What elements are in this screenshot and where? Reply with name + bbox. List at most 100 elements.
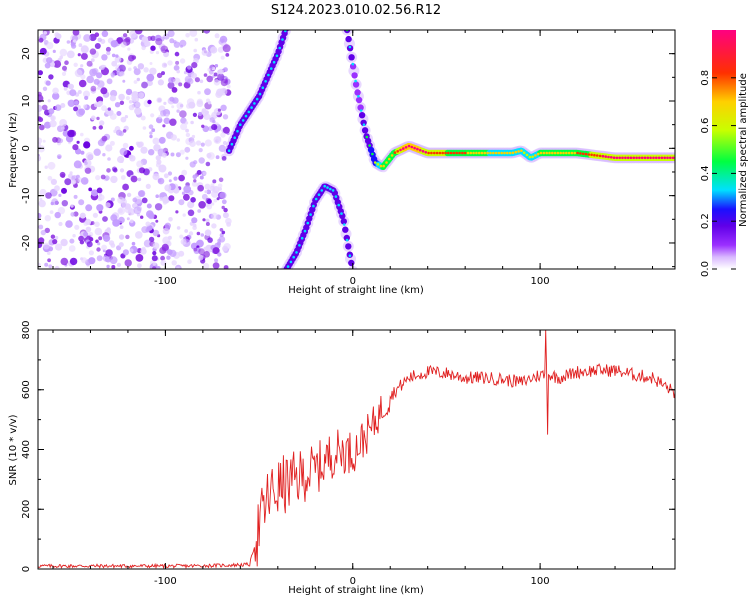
ridge-center <box>441 151 445 155</box>
noise-point <box>161 243 169 251</box>
noise-point <box>106 78 113 85</box>
noise-point <box>149 62 153 65</box>
noise-point <box>110 89 118 98</box>
noise-point <box>156 97 163 103</box>
ridge-center <box>528 155 532 159</box>
noise-point <box>77 90 82 94</box>
noise-point <box>155 194 159 198</box>
ridge-center <box>343 223 346 226</box>
ridge-center <box>413 146 416 150</box>
noise-point <box>119 168 125 173</box>
noise-point <box>183 193 190 201</box>
spectrogram-frame <box>37 29 676 270</box>
noise-point <box>99 64 105 70</box>
ridge-center <box>452 151 456 155</box>
noise-point <box>57 155 61 159</box>
noise-point <box>116 262 121 267</box>
ridge-center <box>584 152 588 156</box>
y-tick-label: 0 <box>21 145 32 151</box>
ridge-center <box>458 151 461 155</box>
noise-point <box>68 245 76 252</box>
ridge-center <box>303 229 307 233</box>
noise-point <box>101 30 109 38</box>
noise-point <box>168 179 172 183</box>
ridge-center <box>430 151 433 155</box>
noise-point <box>106 227 111 232</box>
noise-point <box>179 149 185 155</box>
ridge-center <box>421 150 425 153</box>
noise-point <box>176 69 180 74</box>
colorbar-tick-label: 0.8 <box>700 70 711 86</box>
noise-point <box>131 91 139 99</box>
noise-point <box>88 250 94 256</box>
noise-point <box>72 144 79 151</box>
noise-point <box>164 184 172 192</box>
noise-point <box>41 104 48 111</box>
ridge-point <box>345 243 352 250</box>
noise-point <box>205 222 210 226</box>
noise-point <box>94 43 101 49</box>
noise-point <box>120 41 127 48</box>
y-tick-label: -20 <box>21 235 32 251</box>
noise-point <box>141 36 149 43</box>
noise-point <box>101 54 108 61</box>
ridge-center <box>351 62 355 66</box>
noise-point <box>80 257 84 261</box>
ridge-point <box>340 218 347 225</box>
ridge-point <box>343 234 350 242</box>
ridge-point <box>343 30 351 34</box>
noise-point <box>61 126 65 130</box>
ridge-center <box>646 156 650 160</box>
noise-point <box>183 71 188 75</box>
noise-point <box>83 231 89 237</box>
noise-point <box>38 224 44 230</box>
noise-point <box>147 99 152 105</box>
noise-point <box>61 71 67 76</box>
noise-point <box>52 87 59 95</box>
snr-panel: -100 0 100 0 200 400 600 800 Height of straight… <box>8 320 676 596</box>
noise-point <box>128 104 135 111</box>
noise-point <box>44 62 51 69</box>
ridge-center <box>418 148 422 152</box>
noise-point <box>38 104 43 113</box>
ridge-center <box>522 151 526 155</box>
noise-point <box>80 45 89 54</box>
noise-point <box>50 115 56 121</box>
ridge-center <box>579 152 582 155</box>
ridge-center <box>275 54 279 58</box>
ridge-center <box>292 255 296 259</box>
noise-point <box>214 33 220 39</box>
noise-point <box>149 67 157 76</box>
noise-point <box>89 48 97 55</box>
noise-point <box>169 249 177 257</box>
noise-point <box>222 126 230 134</box>
ridge-center <box>334 195 338 198</box>
noise-point <box>125 36 131 43</box>
ridge-center <box>348 45 352 49</box>
noise-point <box>221 205 225 210</box>
ridge-center <box>433 151 436 155</box>
noise-point <box>206 189 212 195</box>
noise-point <box>194 37 199 42</box>
noise-point <box>66 40 71 44</box>
ridge-center <box>497 151 501 155</box>
noise-point <box>156 159 162 165</box>
noise-point <box>149 134 153 139</box>
noise-point <box>212 247 220 255</box>
ridge-center <box>472 151 475 155</box>
ridge-center <box>390 154 394 157</box>
noise-point <box>163 173 169 179</box>
noise-point <box>185 156 189 160</box>
noise-point <box>138 92 145 99</box>
noise-point <box>197 254 204 261</box>
noise-point <box>116 111 122 116</box>
noise-point <box>74 69 83 78</box>
noise-point <box>73 194 78 199</box>
noise-point <box>107 107 112 111</box>
snr-plot-area <box>38 330 675 569</box>
noise-point <box>67 99 76 108</box>
ridge-center <box>323 184 327 188</box>
noise-speckle <box>38 30 232 269</box>
ridge-center <box>253 102 256 105</box>
noise-point <box>223 207 228 213</box>
